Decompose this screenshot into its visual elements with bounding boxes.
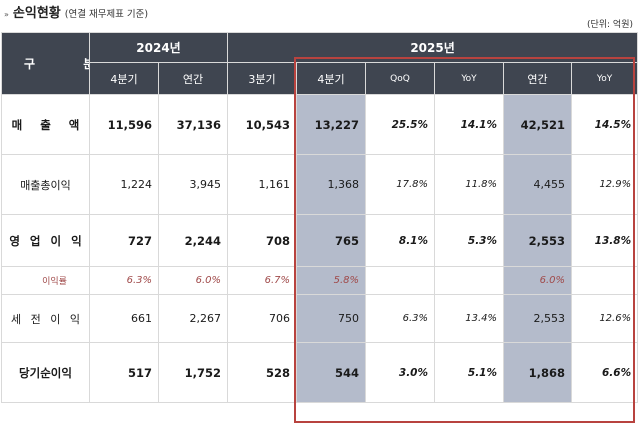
- title-row: » 손익현황 (연결 재무제표 기준): [4, 2, 149, 21]
- table-cell: 706: [227, 294, 298, 343]
- table-cell: 3,945: [157, 154, 229, 215]
- table-cell: 42,521: [503, 94, 573, 155]
- table-cell: 14.1%: [434, 94, 505, 155]
- table-cell: 750: [296, 294, 367, 343]
- table-cell: 517: [89, 342, 159, 403]
- table-cell: 12.9%: [571, 154, 639, 215]
- row-label: 영 업 이 익: [1, 214, 90, 267]
- table-cell: [434, 266, 505, 295]
- table-row-gross-profit: 매출총이익 1,224 3,945 1,161 1,368 17.8% 11.8…: [1, 154, 639, 215]
- table-cell: 6.0%: [503, 266, 573, 295]
- table-cell: 5.8%: [296, 266, 367, 295]
- table-cell: 17.8%: [365, 154, 436, 215]
- col-header-2025-annual: 연간: [503, 62, 573, 95]
- table-cell: 4,455: [503, 154, 573, 215]
- bullet-icon: »: [4, 10, 9, 19]
- page-subtitle: (연결 재무제표 기준): [64, 9, 149, 20]
- table-row-revenue: 매 출 액 11,596 37,136 10,543 13,227 25.5% …: [1, 94, 639, 155]
- table-cell: 10,543: [227, 94, 298, 155]
- table-cell: [571, 266, 639, 295]
- table-cell: 6.6%: [571, 342, 639, 403]
- col-header-yoy: YoY: [434, 62, 505, 95]
- col-header-2025-q4: 4분기: [296, 62, 367, 95]
- table-cell: 1,368: [296, 154, 367, 215]
- row-label: 매 출 액: [1, 94, 90, 155]
- col-header-2024-q4: 4분기: [89, 62, 159, 95]
- table-row-net-income: 당기순이익 517 1,752 528 544 3.0% 5.1% 1,868 …: [1, 342, 639, 403]
- table-row-pretax-profit: 세 전 이 익 661 2,267 706 750 6.3% 13.4% 2,5…: [1, 294, 639, 343]
- gubun-header: 구 분: [1, 32, 90, 95]
- table-cell: 8.1%: [365, 214, 436, 267]
- table-cell: 708: [227, 214, 298, 267]
- table-row-operating-profit: 영 업 이 익 727 2,244 708 765 8.1% 5.3% 2,55…: [1, 214, 639, 267]
- table-cell: 6.3%: [365, 294, 436, 343]
- col-header-2024-annual: 연간: [157, 62, 229, 95]
- table-cell: 3.0%: [365, 342, 436, 403]
- row-label: 매출총이익: [1, 154, 90, 215]
- table-cell: 1,161: [227, 154, 298, 215]
- table-cell: 13,227: [296, 94, 367, 155]
- table-cell: 2,553: [503, 214, 573, 267]
- row-label: 세 전 이 익: [1, 294, 90, 343]
- year-2025-header: 2025년: [227, 32, 639, 63]
- table-cell: 25.5%: [365, 94, 436, 155]
- table-cell: 6.7%: [227, 266, 298, 295]
- row-label: 당기순이익: [1, 342, 90, 403]
- table-row-margin: 이익률 6.3% 6.0% 6.7% 5.8% 6.0%: [1, 266, 639, 295]
- table-cell: 11.8%: [434, 154, 505, 215]
- year-2024-header: 2024년: [88, 32, 229, 63]
- income-statement-table: 구 분 2024년 2025년 4분기 연간 3분기 4분기 QoQ YoY 연…: [1, 32, 639, 403]
- table-cell: 727: [89, 214, 159, 267]
- table-cell: 5.3%: [434, 214, 505, 267]
- table-cell: 765: [296, 214, 367, 267]
- table-cell: 14.5%: [571, 94, 639, 155]
- col-header-2025-q3: 3분기: [227, 62, 298, 95]
- table-cell: 2,553: [503, 294, 573, 343]
- table-cell: 6.3%: [89, 266, 159, 295]
- row-label: 이익률: [1, 266, 90, 295]
- unit-label: (단위: 억원): [586, 20, 633, 30]
- page-title: 손익현황: [12, 6, 61, 21]
- col-header-qoq: QoQ: [365, 62, 436, 95]
- table-cell: 2,244: [157, 214, 229, 267]
- table-cell: 1,752: [157, 342, 229, 403]
- table-cell: 528: [227, 342, 298, 403]
- table-cell: 661: [89, 294, 159, 343]
- col-header-annual-yoy: YoY: [571, 62, 639, 95]
- table-cell: 11,596: [89, 94, 159, 155]
- table-cell: 12.6%: [571, 294, 639, 343]
- table-cell: [365, 266, 436, 295]
- table-cell: 1,224: [89, 154, 159, 215]
- table-cell: 6.0%: [157, 266, 229, 295]
- table-cell: 2,267: [157, 294, 229, 343]
- table-cell: 5.1%: [434, 342, 505, 403]
- table-cell: 13.4%: [434, 294, 505, 343]
- table-cell: 544: [296, 342, 367, 403]
- table-cell: 1,868: [503, 342, 573, 403]
- table-cell: 13.8%: [571, 214, 639, 267]
- table-cell: 37,136: [157, 94, 229, 155]
